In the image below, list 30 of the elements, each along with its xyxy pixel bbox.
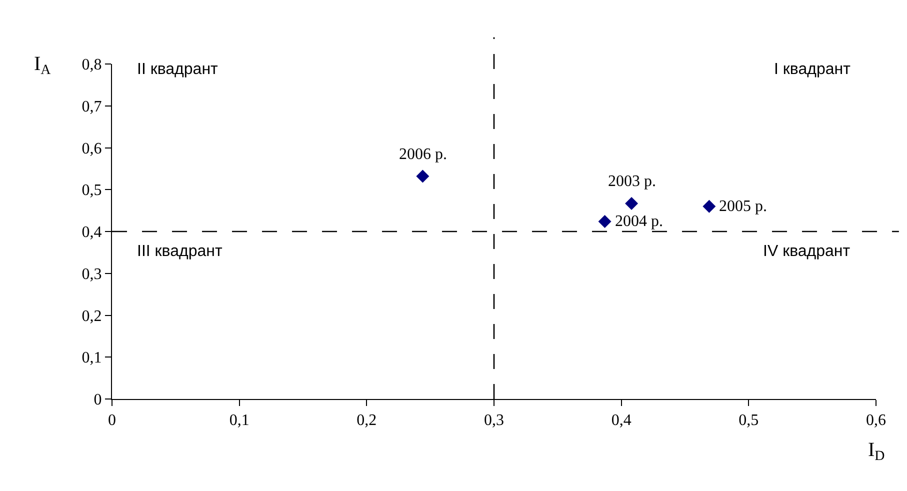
y-tick-label: 0,1: [82, 350, 102, 367]
x-tick-label: 0,3: [484, 412, 504, 430]
y-tick-label: 0,8: [82, 56, 102, 74]
y-tick-label: 0: [94, 392, 102, 409]
y-axis-title: I$_{A}$: [34, 53, 52, 78]
x-tick-label: 0: [108, 412, 116, 430]
x-tick-label: 0,5: [738, 412, 759, 430]
annotation: IV квадрант: [763, 243, 851, 260]
y-tick-label: 0,4: [82, 224, 102, 242]
annotation: I квадрант: [774, 61, 852, 78]
y-tick-label: 0,5: [82, 182, 102, 200]
annotation: 2004 р.: [615, 213, 663, 230]
annotation: 2005 р.: [719, 198, 767, 215]
annotation: 2003 р.: [608, 173, 656, 190]
point: [598, 214, 612, 228]
point: [416, 170, 430, 183]
x-tick-label: 0,4: [611, 412, 632, 430]
y-tick-label: 0,6: [82, 140, 102, 158]
y-tick-label: 0,7: [82, 98, 102, 116]
x-tick-label: 0,6: [866, 412, 886, 430]
annotation: III квадрант: [137, 243, 223, 260]
annotation: II квадрант: [137, 61, 219, 78]
point: [625, 196, 638, 210]
x-tick-label: 0,1: [229, 412, 250, 430]
x-tick-label: 0,2: [356, 412, 377, 430]
annotation: 2006 р.: [399, 146, 447, 163]
y-tick-label: 0,3: [82, 266, 102, 283]
y-tick-label: 0,2: [82, 308, 102, 325]
x-axis-title: I$_{D}$: [868, 439, 885, 464]
point: [702, 200, 716, 213]
